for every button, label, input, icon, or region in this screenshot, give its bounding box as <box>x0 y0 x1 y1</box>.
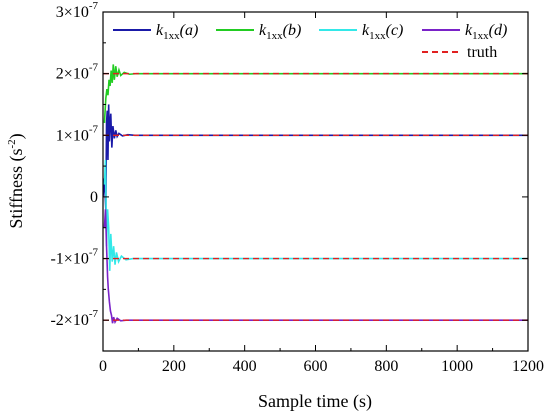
y-axis: 3×10-7 2×10-7 1×10-7 0 -1×10-7 -2×10-7 <box>50 0 528 329</box>
x-tick-label: 0 <box>99 358 107 375</box>
legend-label-1: k1xx(a) <box>156 22 198 42</box>
legend: k1xx(a) k1xx(b) k1xx(c) k1xx(d) truth <box>113 22 507 61</box>
legend-label-2: k1xx(b) <box>259 22 301 42</box>
series-layer <box>103 64 528 325</box>
y-tick-label: -2×10-7 <box>50 308 98 329</box>
y-tick-label: -1×10-7 <box>50 247 98 268</box>
legend-label-4: k1xx(d) <box>465 22 507 42</box>
legend-label-truth: truth <box>467 44 497 61</box>
x-tick-label: 600 <box>304 358 328 375</box>
x-tick-label: 400 <box>233 358 257 375</box>
plot-frame <box>102 11 529 352</box>
series-line-3 <box>103 159 528 271</box>
x-axis: 0 200 400 600 800 1000 1200 <box>99 12 544 375</box>
series-line-4 <box>103 209 528 325</box>
y-tick-label: 3×10-7 <box>56 0 99 21</box>
x-axis-title: Sample time (s) <box>258 391 372 412</box>
series-line-1 <box>103 104 528 210</box>
y-tick-label: 1×10-7 <box>56 123 99 144</box>
x-tick-label: 1200 <box>512 358 544 375</box>
truth-layer <box>103 72 528 321</box>
x-tick-label: 800 <box>374 358 398 375</box>
y-tick-label: 0 <box>90 189 98 206</box>
y-axis-title: Stiffness (s-2) <box>6 133 27 228</box>
x-tick-label: 200 <box>162 358 186 375</box>
y-tick-label: 2×10-7 <box>56 62 99 83</box>
series-line-2 <box>103 64 528 123</box>
x-tick-label: 1000 <box>441 358 473 375</box>
legend-label-3: k1xx(c) <box>362 22 403 42</box>
